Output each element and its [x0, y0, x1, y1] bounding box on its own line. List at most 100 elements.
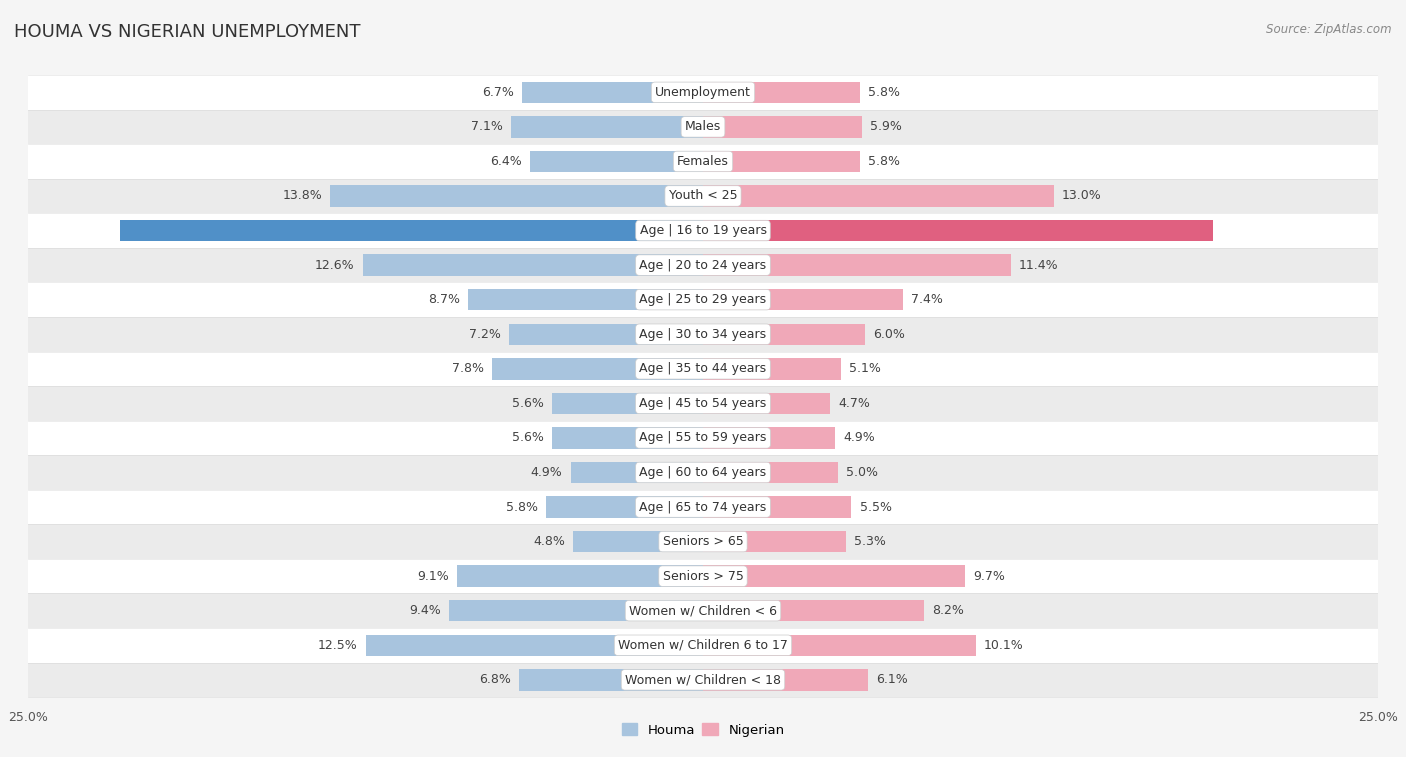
Text: 8.7%: 8.7% [427, 293, 460, 306]
Text: Unemployment: Unemployment [655, 86, 751, 99]
Bar [28, 628, 1378, 662]
Bar [703, 323, 865, 345]
Text: Age | 55 to 59 years: Age | 55 to 59 years [640, 431, 766, 444]
Bar [28, 213, 1378, 248]
Bar [28, 662, 1378, 697]
Text: 12.5%: 12.5% [318, 639, 357, 652]
Bar [522, 82, 703, 103]
Text: 5.1%: 5.1% [849, 363, 880, 375]
Bar [574, 531, 703, 553]
Text: 11.4%: 11.4% [1019, 259, 1059, 272]
Text: Women w/ Children < 6: Women w/ Children < 6 [628, 604, 778, 617]
Text: Age | 60 to 64 years: Age | 60 to 64 years [640, 466, 766, 479]
Bar [330, 185, 703, 207]
Text: 13.0%: 13.0% [1062, 189, 1102, 202]
Text: 5.8%: 5.8% [506, 500, 538, 513]
Text: 4.9%: 4.9% [531, 466, 562, 479]
Text: 5.3%: 5.3% [855, 535, 886, 548]
Text: 4.9%: 4.9% [844, 431, 875, 444]
Bar [28, 351, 1378, 386]
Text: Youth < 25: Youth < 25 [669, 189, 737, 202]
Bar [551, 427, 703, 449]
Legend: Houma, Nigerian: Houma, Nigerian [616, 718, 790, 742]
Bar [468, 289, 703, 310]
Text: Source: ZipAtlas.com: Source: ZipAtlas.com [1267, 23, 1392, 36]
Bar [28, 282, 1378, 317]
Text: Age | 20 to 24 years: Age | 20 to 24 years [640, 259, 766, 272]
Text: HOUMA VS NIGERIAN UNEMPLOYMENT: HOUMA VS NIGERIAN UNEMPLOYMENT [14, 23, 360, 41]
Text: 6.1%: 6.1% [876, 673, 907, 687]
Text: Males: Males [685, 120, 721, 133]
Bar [703, 497, 852, 518]
Text: 12.6%: 12.6% [315, 259, 354, 272]
Text: Age | 30 to 34 years: Age | 30 to 34 years [640, 328, 766, 341]
Bar [28, 386, 1378, 421]
Bar [492, 358, 703, 379]
Text: 5.9%: 5.9% [870, 120, 903, 133]
Text: Age | 25 to 29 years: Age | 25 to 29 years [640, 293, 766, 306]
Text: 5.5%: 5.5% [859, 500, 891, 513]
Bar [703, 82, 859, 103]
Text: 21.6%: 21.6% [37, 224, 76, 237]
Bar [457, 565, 703, 587]
Text: 6.0%: 6.0% [873, 328, 905, 341]
Text: 6.7%: 6.7% [482, 86, 515, 99]
Bar [28, 110, 1378, 144]
Bar [28, 144, 1378, 179]
Text: Women w/ Children < 18: Women w/ Children < 18 [626, 673, 780, 687]
Bar [28, 593, 1378, 628]
Text: 7.1%: 7.1% [471, 120, 503, 133]
Bar [703, 358, 841, 379]
Text: Age | 16 to 19 years: Age | 16 to 19 years [640, 224, 766, 237]
Text: 10.1%: 10.1% [984, 639, 1024, 652]
Text: 7.2%: 7.2% [468, 328, 501, 341]
Text: Age | 45 to 54 years: Age | 45 to 54 years [640, 397, 766, 410]
Bar [547, 497, 703, 518]
Text: 9.4%: 9.4% [409, 604, 441, 617]
Bar [28, 421, 1378, 455]
Bar [571, 462, 703, 483]
Text: 7.4%: 7.4% [911, 293, 943, 306]
Text: 5.6%: 5.6% [512, 431, 544, 444]
Bar [703, 427, 835, 449]
Bar [28, 455, 1378, 490]
Bar [703, 254, 1011, 276]
Bar [28, 179, 1378, 213]
Bar [551, 393, 703, 414]
Bar [530, 151, 703, 172]
Bar [703, 151, 859, 172]
Text: 18.9%: 18.9% [1330, 224, 1369, 237]
Text: 6.8%: 6.8% [479, 673, 512, 687]
Text: 5.6%: 5.6% [512, 397, 544, 410]
Bar [703, 289, 903, 310]
Bar [703, 600, 924, 621]
Text: 5.0%: 5.0% [846, 466, 879, 479]
Text: 4.7%: 4.7% [838, 397, 870, 410]
Text: 7.8%: 7.8% [453, 363, 484, 375]
Text: Age | 65 to 74 years: Age | 65 to 74 years [640, 500, 766, 513]
Text: Seniors > 65: Seniors > 65 [662, 535, 744, 548]
Bar [703, 669, 868, 690]
Bar [703, 220, 1213, 241]
Bar [512, 116, 703, 138]
Text: 6.4%: 6.4% [491, 155, 522, 168]
Bar [703, 393, 830, 414]
Text: 5.8%: 5.8% [868, 86, 900, 99]
Text: 8.2%: 8.2% [932, 604, 965, 617]
Text: 4.8%: 4.8% [533, 535, 565, 548]
Bar [703, 634, 976, 656]
Bar [28, 248, 1378, 282]
Bar [703, 116, 862, 138]
Bar [519, 669, 703, 690]
Bar [363, 254, 703, 276]
Text: 13.8%: 13.8% [283, 189, 322, 202]
Bar [28, 490, 1378, 525]
Bar [366, 634, 703, 656]
Bar [28, 75, 1378, 110]
Bar [703, 462, 838, 483]
Text: 9.7%: 9.7% [973, 570, 1005, 583]
Bar [509, 323, 703, 345]
Bar [120, 220, 703, 241]
Bar [28, 525, 1378, 559]
Text: Seniors > 75: Seniors > 75 [662, 570, 744, 583]
